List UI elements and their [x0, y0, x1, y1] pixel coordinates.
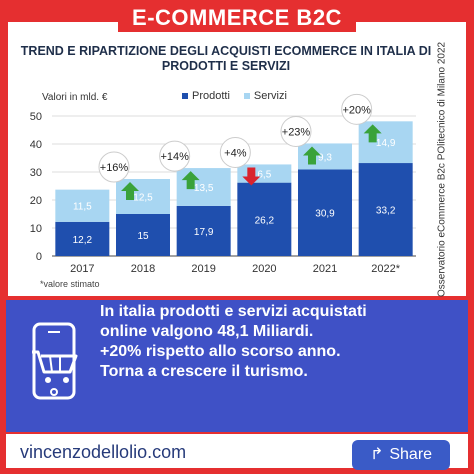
- share-label: Share: [389, 446, 433, 463]
- bar-prodotti-2021: [298, 169, 352, 256]
- x-tick-label: 2017: [70, 263, 94, 275]
- y-tick-label: 50: [30, 111, 42, 123]
- growth-label: +14%: [160, 151, 189, 163]
- data-label: 12,5: [133, 193, 153, 204]
- growth-label: +23%: [282, 126, 311, 138]
- banner-title: E-COMMERCE B2C: [118, 4, 356, 32]
- bar-servizi-2019: [176, 168, 231, 206]
- bar-servizi-2018: [116, 179, 170, 214]
- y-tick-label: 10: [30, 223, 42, 235]
- bar-prodotti-2019: [176, 205, 231, 256]
- y-tick-label: 40: [30, 139, 42, 151]
- growth-label: +4%: [224, 147, 247, 159]
- y-axis-label: Valori in mld. €: [42, 92, 108, 103]
- growth-badge: [280, 115, 312, 147]
- x-tick-label: 2019: [191, 263, 215, 275]
- growth-up-arrow-icon: [121, 182, 139, 200]
- bar-prodotti-2017: [55, 221, 110, 256]
- legend-label-servizi: Servizi: [253, 90, 287, 102]
- legend-swatch-servizi: [243, 93, 250, 99]
- bar-prodotti-2018: [116, 214, 170, 256]
- message-text: In italia prodotti e servizi acquistati …: [100, 302, 440, 382]
- legend-label-prodotti: Prodotti: [192, 90, 230, 102]
- growth-down-arrow-icon: [242, 167, 261, 186]
- growth-up-arrow-icon: [181, 171, 200, 190]
- chart-title: TREND E RIPARTIZIONE DEGLI ACQUISTI ECOM…: [20, 44, 432, 73]
- x-tick-label: 2020: [252, 263, 276, 275]
- estimate-note: *valore stimato: [40, 279, 100, 289]
- data-label: 6,5: [257, 170, 271, 181]
- share-button[interactable]: ↱ Share: [352, 440, 450, 470]
- message-line: online valgono 48,1 Miliardi.: [100, 323, 314, 340]
- growth-up-arrow-icon: [363, 124, 382, 143]
- data-label: 26,2: [255, 215, 275, 226]
- data-label: 12,2: [73, 235, 93, 246]
- message-line: In italia prodotti e servizi acquistati: [100, 303, 367, 320]
- bar-servizi-2022: [358, 121, 413, 164]
- growth-badge: [98, 151, 130, 183]
- message-line: +20% rispetto allo scorso anno.: [100, 343, 341, 360]
- y-tick-label: 20: [30, 195, 42, 207]
- bar-prodotti-2022: [358, 163, 413, 256]
- growth-badge: [341, 93, 373, 125]
- x-tick-label: 2021: [313, 263, 337, 275]
- chart-legend: Prodotti Servizi: [182, 90, 287, 102]
- bar-servizi-2021: [298, 143, 352, 170]
- bar-servizi-2017: [55, 189, 110, 222]
- share-arrow-icon: ↱: [369, 446, 384, 463]
- growth-label: +20%: [342, 104, 371, 116]
- x-tick-label: 2018: [131, 263, 155, 275]
- y-tick-label: 30: [30, 167, 42, 179]
- data-label: 13,5: [194, 183, 214, 194]
- growth-label: +16%: [100, 162, 129, 174]
- site-link[interactable]: vincenzodellolio.com: [20, 442, 187, 462]
- growth-badge: [219, 136, 251, 168]
- shopping-cart-phone-icon: [32, 322, 78, 400]
- data-label: 17,9: [194, 227, 214, 238]
- growth-badge: [159, 140, 191, 172]
- message-panel: [6, 300, 468, 432]
- bar-prodotti-2020: [237, 182, 292, 256]
- growth-up-arrow-icon: [303, 146, 321, 165]
- data-label: 14,9: [376, 138, 396, 149]
- data-label: 11,5: [73, 202, 92, 213]
- legend-swatch-prodotti: [182, 93, 188, 99]
- x-tick-label: 2022*: [371, 263, 400, 275]
- data-label: 15: [137, 231, 149, 242]
- source-note: Fonte: Osservatorio eCommerce B2c POlite…: [436, 41, 448, 329]
- data-label: 9,3: [318, 152, 332, 163]
- data-label: 33,2: [376, 206, 396, 217]
- legend-item-servizi: Servizi: [243, 90, 287, 102]
- data-label: 30,9: [315, 209, 335, 220]
- legend-item-prodotti: Prodotti: [182, 90, 230, 102]
- y-tick-label: 0: [36, 251, 42, 263]
- message-line: Torna a crescere il turismo.: [100, 363, 308, 380]
